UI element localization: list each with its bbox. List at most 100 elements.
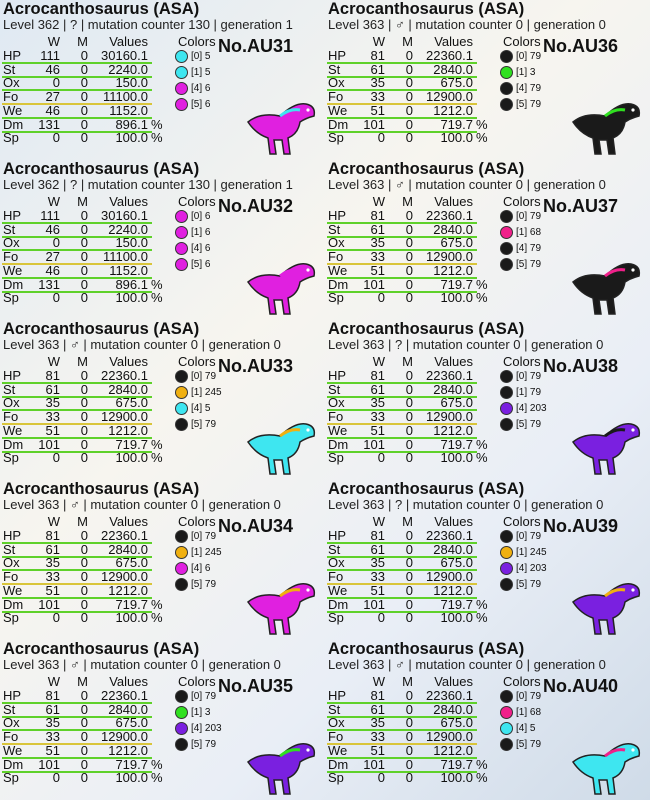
stat-w: 0: [52, 450, 60, 466]
stat-w: 81: [370, 48, 385, 63]
color-dot: [175, 98, 188, 111]
stat-w: 101: [363, 756, 385, 772]
color-dot: [500, 370, 513, 383]
stat-underline: [2, 596, 152, 599]
stat-unit: %: [476, 290, 488, 306]
stat-name: HP: [3, 368, 22, 383]
stat-name: St: [3, 221, 16, 237]
stat-m: 0: [80, 221, 88, 237]
stat-unit: %: [151, 276, 163, 292]
stat-underline: [327, 222, 477, 224]
stat-unit: %: [151, 610, 163, 626]
stat-name: Ox: [3, 75, 20, 91]
stat-w: 35: [370, 715, 385, 731]
stat-value: 11100.0: [102, 89, 148, 105]
color-dot: [175, 370, 188, 383]
stat-value: 2840.0: [433, 61, 473, 77]
creature-image: [247, 423, 316, 475]
stat-underline: [327, 743, 477, 746]
color-dot: [500, 98, 513, 111]
stat-underline: [327, 395, 477, 398]
stat-m: 0: [405, 249, 413, 265]
color-label: [0] 79: [516, 371, 542, 382]
stat-name: St: [3, 701, 16, 717]
stat-w: 33: [370, 729, 385, 745]
stat-name: Ox: [3, 395, 20, 411]
color-dot: [175, 722, 188, 735]
color-label: [1] 3: [516, 67, 536, 78]
stat-m: 0: [80, 89, 88, 105]
column-header: W: [47, 34, 60, 49]
stat-name: HP: [3, 208, 22, 223]
stat-value: 30160.1: [101, 208, 148, 223]
creature-id: No.AU39: [543, 516, 619, 536]
stat-unit: %: [476, 116, 488, 132]
stat-underline: [2, 235, 152, 238]
stat-w: 101: [363, 436, 385, 452]
card: Acrocanthosaurus (ASA) Level 363 | ♂ | mu…: [0, 640, 325, 800]
color-dot: [175, 738, 188, 751]
stat-m: 0: [405, 729, 413, 745]
card: Acrocanthosaurus (ASA) Level 362 | ? | mu…: [0, 0, 325, 160]
stat-underline: [327, 770, 477, 773]
stat-underline: [2, 542, 152, 544]
stat-name: St: [3, 541, 16, 557]
card-info: Level 363 | ? | mutation counter 0 | gen…: [328, 497, 604, 512]
column-header: M: [402, 34, 413, 49]
stat-unit: %: [151, 770, 163, 786]
stat-name: We: [328, 582, 348, 598]
stat-value: 2840.0: [108, 381, 148, 397]
stat-m: 0: [405, 75, 413, 91]
stat-m: 0: [80, 436, 88, 452]
stat-m: 0: [405, 208, 413, 223]
column-header: Values: [434, 514, 473, 529]
column-header: W: [47, 194, 60, 209]
column-header: Colors: [178, 674, 216, 689]
stat-name: Fo: [328, 89, 344, 105]
stat-m: 0: [80, 582, 88, 598]
stat-value: 719.7: [440, 276, 473, 292]
stat-name: St: [328, 701, 341, 717]
stat-value: 1212.0: [433, 102, 473, 118]
creature-image: [572, 743, 641, 795]
color-dot: [500, 66, 513, 79]
stat-value: 675.0: [440, 715, 473, 731]
stat-name: We: [3, 102, 23, 118]
stat-w: 61: [370, 61, 385, 77]
stat-name: Fo: [3, 409, 19, 425]
stat-value: 2840.0: [433, 701, 473, 717]
stat-w: 51: [45, 582, 60, 598]
stat-value: 100.0: [440, 130, 473, 146]
stat-m: 0: [80, 249, 88, 265]
stat-w: 101: [38, 436, 60, 452]
card: Acrocanthosaurus (ASA) Level 363 | ? | mu…: [325, 480, 650, 640]
stat-underline: [327, 409, 477, 412]
stat-name: HP: [328, 528, 347, 543]
stat-underline: [327, 382, 477, 384]
card: Acrocanthosaurus (ASA) Level 363 | ? | mu…: [325, 320, 650, 480]
stat-value: 12900.0: [101, 409, 148, 425]
stat-w: 33: [45, 569, 60, 585]
color-dot: [175, 50, 188, 63]
stat-name: Fo: [3, 729, 19, 745]
stat-value: 719.7: [440, 756, 473, 772]
card: Acrocanthosaurus (ASA) Level 363 | ♂ | mu…: [325, 0, 650, 160]
card-title: Acrocanthosaurus (ASA): [3, 320, 200, 338]
stat-underline: [2, 756, 152, 759]
column-header: M: [402, 194, 413, 209]
stat-m: 0: [80, 569, 88, 585]
stat-value: 22360.1: [426, 688, 473, 703]
stat-unit: %: [476, 756, 488, 772]
stat-m: 0: [405, 276, 413, 292]
stat-w: 0: [52, 75, 60, 91]
stat-m: 0: [405, 368, 413, 383]
stat-value: 30160.1: [101, 48, 148, 63]
stat-w: 35: [45, 395, 60, 411]
stat-value: 675.0: [440, 75, 473, 91]
stat-value: 1212.0: [433, 262, 473, 278]
stat-m: 0: [405, 422, 413, 438]
stat-name: St: [3, 381, 16, 397]
stat-w: 61: [45, 541, 60, 557]
creature-image: [247, 263, 316, 315]
card-title: Acrocanthosaurus (ASA): [328, 320, 525, 338]
